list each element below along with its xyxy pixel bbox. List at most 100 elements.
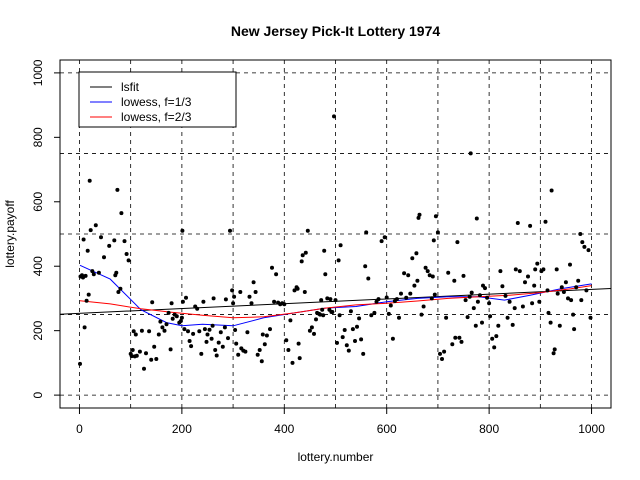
series-line-lowess-f-2-3 [79,285,592,319]
data-point [425,269,430,274]
data-point [211,296,216,301]
data-point [230,288,235,293]
data-point [262,342,267,347]
data-point [537,299,542,304]
data-point [576,278,581,283]
data-point [131,329,136,334]
data-point [297,356,302,361]
data-point [228,228,232,233]
data-point [116,290,121,294]
data-point [202,327,207,332]
data-point [388,303,393,308]
data-point [226,336,230,341]
data-point [260,332,265,337]
data-point [571,312,576,317]
y-tick-label: 1000 [31,59,45,86]
data-point [473,323,478,328]
data-point [382,235,387,240]
data-point [169,301,174,306]
data-point [402,271,407,276]
data-point [535,261,540,266]
data-point [528,223,533,228]
data-point [569,298,574,303]
x-tick-label: 600 [377,422,397,436]
data-point [467,294,472,299]
data-point [274,272,279,277]
data-point [551,351,556,356]
data-point [216,340,221,345]
data-point [406,273,411,278]
y-tick-label: 0 [31,391,45,398]
data-point [247,294,252,299]
data-point [348,309,353,314]
data-point [158,319,163,324]
data-point [122,239,127,244]
axes: 0 200 400 600 800 1000 0 200 400 600 800 1000 [31,59,605,436]
data-point [99,235,103,240]
data-point [268,327,272,332]
data-point [498,269,503,274]
data-point [477,293,482,298]
data-point [438,351,442,356]
data-point [86,292,91,297]
data-point [548,320,553,325]
data-point [292,288,297,293]
data-point [517,269,522,274]
data-point [118,286,123,291]
data-point [302,290,307,294]
data-point [330,310,335,314]
data-point [272,299,277,304]
data-point [505,315,510,320]
chart-title: New Jersey Pick-It Lottery 1974 [231,23,441,39]
data-point [179,315,184,320]
data-point [490,336,495,341]
data-point [390,336,395,341]
data-point [512,306,517,311]
data-point [480,320,484,325]
data-point [338,243,343,248]
data-point [115,187,120,192]
data-point [191,331,196,336]
data-point [586,248,591,253]
y-tick-label: 200 [31,320,45,340]
data-point [319,298,324,303]
data-point [290,360,295,365]
data-point [335,340,339,345]
data-point [566,296,570,301]
y-tick-label: 400 [31,256,45,276]
data-point [205,332,210,337]
data-point [168,347,173,352]
data-point [325,296,330,301]
data-point [236,352,241,357]
data-point [515,221,520,225]
data-point [312,331,316,336]
data-point [322,248,327,253]
data-point [350,327,355,332]
data-point [485,295,490,300]
data-point [455,240,460,245]
data-point [85,248,90,253]
data-point [452,278,457,283]
data-point [336,258,341,263]
points-layer [78,114,593,371]
data-point [207,327,212,332]
data-point [307,328,312,333]
data-point [557,323,562,328]
data-point [488,314,493,319]
legend-label: lsfit [121,80,140,94]
data-point [483,286,487,291]
data-point [253,290,258,294]
data-point [468,151,473,156]
data-point [299,259,304,264]
data-point [372,310,377,315]
data-point [507,299,512,304]
data-point [446,270,451,275]
data-point [174,314,179,319]
data-point [494,334,499,339]
data-point [184,295,188,300]
data-point [423,265,428,270]
legend-box [78,71,237,128]
data-point [582,244,587,249]
data-point [154,357,159,361]
data-point [214,353,219,358]
